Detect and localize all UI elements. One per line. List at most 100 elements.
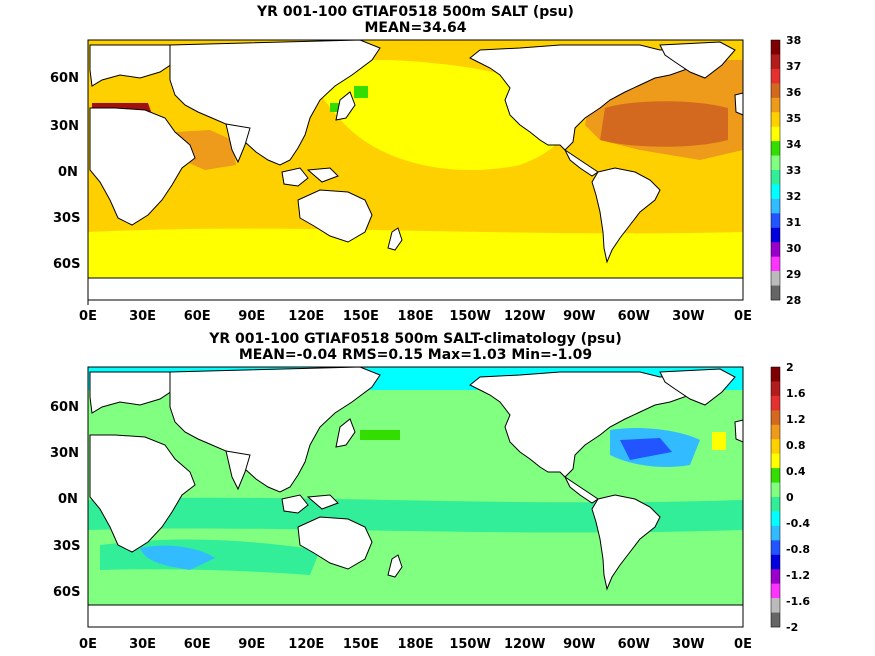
colorbar-label: -0.4 (786, 517, 810, 530)
colorbar-swatch (771, 525, 780, 541)
colorbar-label: 37 (786, 60, 801, 73)
lon-label: 120E (288, 637, 324, 652)
lat-label-60s: 60S (53, 257, 80, 272)
map-panel-salinity-anomaly (87, 366, 744, 628)
colorbar-swatch (771, 439, 780, 454)
colorbar-frame (770, 39, 781, 301)
lon-labels-panel1: 0E 30E 60E 90E 120E 150E 180E 150W 120W … (79, 309, 752, 324)
colorbar-swatch (771, 184, 780, 200)
tropical-anomaly-band (88, 497, 743, 533)
colorbar-swatch (771, 468, 780, 483)
panel1-title: YR 001-100 GTIAF0518 500m SALT (psu) (257, 4, 574, 20)
colorbar-label: 33 (786, 164, 801, 177)
mediterranean-outflow-positive (712, 432, 726, 450)
lon-label: 30W (672, 637, 704, 652)
colorbar-swatch (771, 112, 780, 127)
colorbar-label: 1.6 (786, 387, 806, 400)
lon-label: 60W (618, 637, 650, 652)
colorbar-label: 29 (786, 268, 801, 281)
map-frame (87, 39, 744, 301)
lon-label: 90W (563, 637, 595, 652)
lon-label: 120W (504, 309, 545, 324)
lon-label: 0E (79, 637, 97, 652)
lon-label: 150W (449, 637, 490, 652)
lon-label: 0E (734, 637, 752, 652)
lon-label: 60E (184, 637, 211, 652)
lat-label-30s: 30S (53, 539, 80, 554)
colorbar-swatch (771, 213, 780, 229)
map-panel-salinity (87, 39, 744, 301)
lon-label: 30W (672, 309, 704, 324)
colorbar-label: -1.2 (786, 569, 810, 582)
colorbar-panel2 (770, 366, 781, 628)
lat-label-0n: 0N (58, 492, 78, 507)
lon-label: 150W (449, 309, 490, 324)
colorbar-swatch (771, 569, 780, 584)
lon-label: 0E (79, 309, 97, 324)
panel2-title: YR 001-100 GTIAF0518 500m SALT-climatolo… (209, 331, 622, 347)
colorbar-label: 36 (786, 86, 802, 99)
colorbar-swatch (771, 198, 780, 214)
lat-label-30n: 30N (50, 446, 79, 461)
colorbar-label: 31 (786, 216, 801, 229)
lat-label-60n: 60N (50, 71, 79, 86)
southern-ocean-band (88, 228, 743, 278)
lon-label: 120W (504, 637, 545, 652)
colorbar-label: -0.8 (786, 543, 810, 556)
colorbar-swatch (771, 482, 780, 498)
colorbar-swatch (771, 155, 780, 171)
colorbar-swatch (771, 141, 780, 156)
colorbar-swatch (771, 612, 780, 628)
panel2-subtitle: MEAN=-0.04 RMS=0.15 Max=1.03 Min=-1.09 (238, 347, 593, 363)
colorbar-labels-panel2: 2 1.6 1.2 0.8 0.4 0 -0.4 -0.8 -1.2 -1.6 … (786, 361, 810, 634)
colorbar-swatch (771, 97, 780, 113)
lon-label: 150E (343, 637, 379, 652)
colorbar-swatch (771, 424, 780, 440)
colorbar-swatch (771, 410, 780, 426)
colorbar-label: 35 (786, 112, 801, 125)
colorbar-labels-panel1: 38 37 36 35 34 33 32 31 30 29 28 (786, 34, 802, 307)
lon-label: 0E (734, 309, 752, 324)
colorbar-label: 38 (786, 34, 801, 47)
lon-label: 180E (397, 309, 433, 324)
colorbar-swatch (771, 497, 780, 512)
lat-label-30n: 30N (50, 119, 79, 134)
colorbar-swatch (771, 367, 780, 382)
colorbar-swatch (771, 511, 780, 527)
colorbar-frame (770, 366, 781, 628)
colorbar-swatch (771, 227, 780, 243)
lon-label: 180E (397, 637, 433, 652)
lon-label: 30E (129, 309, 156, 324)
colorbar-label: 0.8 (786, 439, 806, 452)
kuroshio-positive (360, 430, 400, 440)
lon-label: 120E (288, 309, 324, 324)
colorbar-label: 32 (786, 190, 801, 203)
colorbar-label: 1.2 (786, 413, 806, 426)
colorbar-swatch (771, 540, 780, 556)
colorbar-swatch (771, 242, 780, 257)
colorbar-swatch (771, 583, 780, 599)
lon-label: 150E (343, 309, 379, 324)
lon-label: 90E (238, 637, 265, 652)
colorbar-label: 0 (786, 491, 794, 504)
colorbar-swatch (771, 40, 780, 55)
lon-label: 90E (238, 309, 265, 324)
colorbar-swatch (771, 271, 780, 286)
colorbar-swatch (771, 554, 780, 570)
lat-label-0n: 0N (58, 165, 78, 180)
colorbar-swatch (771, 54, 780, 70)
colorbar-swatch (771, 83, 780, 99)
map-frame (87, 366, 744, 628)
colorbar-swatch (771, 395, 780, 411)
colorbar-label: -1.6 (786, 595, 810, 608)
colorbar-label: -2 (786, 621, 798, 634)
lon-label: 30E (129, 637, 156, 652)
colorbar-label: 30 (786, 242, 802, 255)
lat-label-60s: 60S (53, 585, 80, 600)
gulf-stream-min (620, 438, 672, 460)
lon-labels-panel2: 0E 30E 60E 90E 120E 150E 180E 150W 120W … (79, 637, 752, 652)
colorbar-swatch (771, 285, 780, 301)
colorbar-label: 0.4 (786, 465, 806, 478)
southern-indian-negative (140, 545, 215, 570)
okhotsk-fresh (354, 86, 368, 98)
